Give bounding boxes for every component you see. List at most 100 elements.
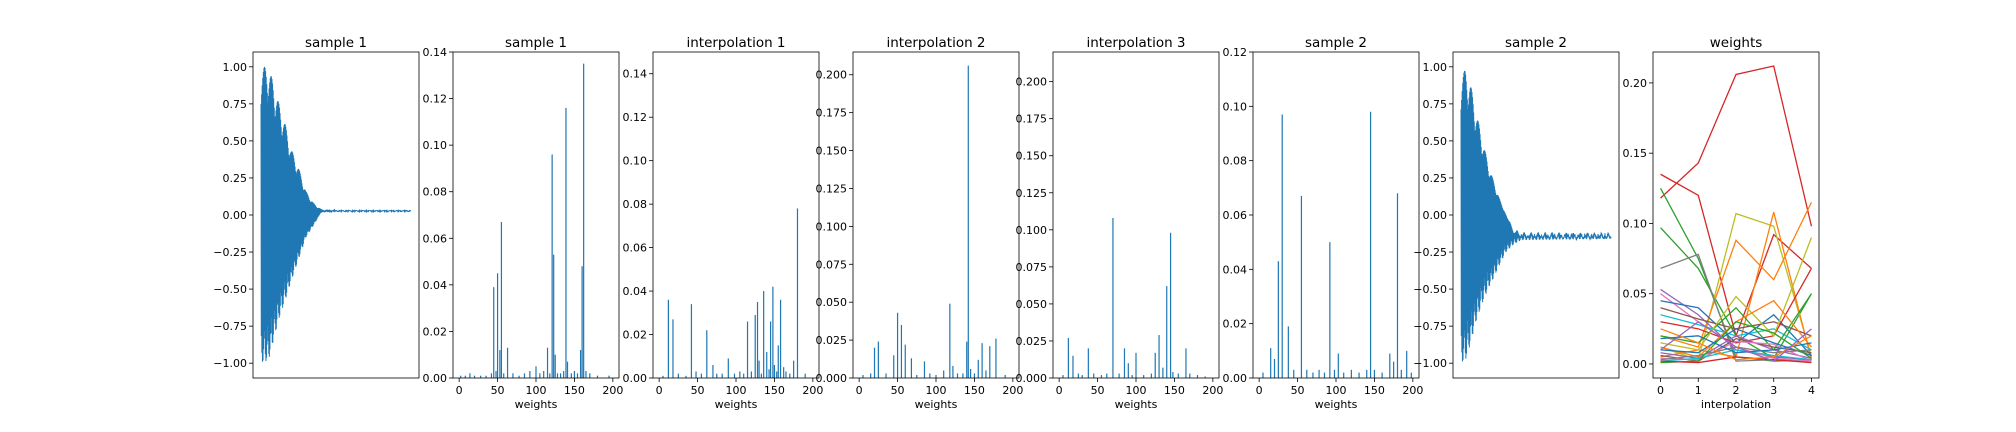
panel-3-ytick-label: 0.06 [623, 242, 648, 255]
panel-5-bar [1127, 363, 1129, 378]
panel-7-ytick-label: 0.25 [1423, 172, 1448, 185]
panel-2-bar [570, 373, 572, 378]
panel-4-ytick-label: 0.050 [816, 296, 848, 309]
panel-5-bar [1166, 286, 1168, 378]
panel-6-bar [1329, 242, 1331, 378]
panel-2-ytick-label: 0.04 [423, 279, 448, 292]
panel-5-bar [1169, 232, 1172, 378]
panel-6-bar [1366, 369, 1368, 378]
panel-3-bar [783, 367, 785, 378]
panel-3-bar [690, 304, 693, 378]
panel-2-bar [546, 347, 549, 378]
panel-6-bar [1358, 372, 1360, 378]
panel-3-ytick-label: 0.14 [623, 68, 648, 81]
panel-6-title: sample 2 [1305, 35, 1367, 51]
panel-4-ytick-label: 0.125 [816, 182, 848, 195]
panel-1-ytick-label: 1.00 [223, 61, 248, 74]
panel-4-bar [929, 373, 931, 378]
panel-5-bar [1172, 372, 1174, 378]
panel-4-bar [952, 365, 954, 378]
panel-6-bar [1293, 369, 1295, 378]
panel-6-bar [1337, 353, 1339, 378]
panel-1: sample 1 [305, 35, 367, 51]
panel-5-xtick-label: 100 [1126, 384, 1147, 397]
panel-5-bar [1162, 367, 1164, 378]
panel-2-bar [581, 266, 583, 378]
panel-3-xtick-label: 100 [726, 384, 747, 397]
panel-3-bar [672, 319, 674, 378]
panel-3-bar [695, 371, 697, 378]
panel-2-bar [608, 375, 610, 378]
panel-2-bar [551, 154, 553, 378]
panel-4-bar [966, 341, 968, 378]
panel-6-ytick-label: 0.08 [1223, 155, 1248, 168]
panel-7-ytick-label: 0.75 [1423, 98, 1448, 111]
panel-4-bar [896, 312, 899, 378]
panel-3-bar [746, 321, 749, 378]
panel-7-ytick-label: 1.00 [1423, 61, 1448, 74]
panel-2-bar [495, 371, 497, 378]
panel-3-ytick-label: 0.08 [623, 198, 648, 211]
panel-6-bar [1318, 369, 1320, 378]
panel-7-ytick-label: −1.00 [1413, 357, 1447, 370]
panel-2-bar [473, 375, 476, 378]
panel-1-ytick-label: −1.00 [213, 357, 247, 370]
panel-2-ytick-label: 0.10 [423, 139, 448, 152]
panel-2-bar [490, 373, 493, 378]
panel-3-bar [758, 360, 760, 378]
panel-3-bar [743, 373, 745, 378]
panel-5-bar [1100, 375, 1103, 378]
panel-8-ytick-label: 0.10 [1623, 217, 1648, 230]
panel-2-bar [496, 273, 499, 378]
panel-8-xtick-label: 1 [1695, 384, 1702, 397]
panel-6-bar [1396, 193, 1399, 378]
panel-5-bar [1062, 375, 1064, 378]
panel-8-plot: 0.00 0.05 0.10 0.15 0.20 0 1 2 3 4 [1623, 51, 1820, 397]
panel-2-bar [469, 373, 471, 378]
panel-8-xtick-label: 3 [1770, 384, 1777, 397]
panel-2-bar [480, 375, 482, 378]
panel-4-bar [949, 303, 951, 378]
panel-4-ytick-label: 0.000 [816, 372, 848, 385]
panel-8-ytick-label: 0.05 [1623, 288, 1648, 301]
panel-4-bar [969, 368, 972, 378]
panel-5-plot: 0.000 0.025 0.050 0.075 0.100 0.125 0.150 0.175… [1016, 51, 1223, 397]
panel-5-bar [1196, 375, 1199, 378]
panel-8-series-line [1660, 237, 1813, 351]
panel-3-bar [727, 358, 729, 378]
panel-5-bar [1093, 373, 1095, 378]
panel-3-bar [785, 371, 787, 378]
panel-4-bar [989, 346, 991, 378]
panel-4-xtick-label: 200 [1002, 384, 1023, 397]
panel-6-bar [1406, 350, 1408, 378]
panel-8-series-line [1660, 335, 1812, 354]
panel-3-xtick-label: 200 [802, 384, 823, 397]
panel-3-bar [733, 373, 736, 378]
panel-5-bar [1118, 373, 1120, 378]
panel-7: sample 2 [1505, 35, 1567, 51]
panel-3-bar [769, 321, 772, 378]
panel-3-bar [766, 351, 768, 378]
panel-6-xtick-label: 200 [1402, 384, 1423, 397]
panel-2-bar [576, 373, 579, 378]
panel-6-bar [1389, 353, 1391, 378]
panel-2-ytick-label: 0.02 [423, 325, 448, 338]
panel-3-bar [777, 345, 779, 378]
panel-5-bar [1131, 375, 1133, 378]
panel-2: sample 1 weights [505, 35, 567, 411]
panel-5-ytick-label: 0.050 [1016, 298, 1048, 311]
panel-1-ytick-label: −0.50 [213, 283, 247, 296]
panel-6-ytick-label: 0.02 [1223, 318, 1248, 331]
panel-8-xlabel: interpolation [1701, 398, 1771, 411]
panel-1-ytick-label: 0.25 [223, 172, 248, 185]
panel-5-bar [1189, 373, 1191, 378]
panel-5-bar [1106, 373, 1108, 378]
panel-4: interpolation 2 weights [886, 35, 985, 411]
panel-3-bar [779, 299, 782, 378]
panel-3-xlabel: weights [715, 398, 758, 411]
panel-5-bar [1177, 373, 1179, 378]
panel-5-bar [1135, 352, 1137, 378]
panel-5-title: interpolation 3 [1086, 35, 1185, 51]
panel-6-bar [1312, 372, 1314, 378]
panel-8-xtick-label: 2 [1733, 384, 1740, 397]
